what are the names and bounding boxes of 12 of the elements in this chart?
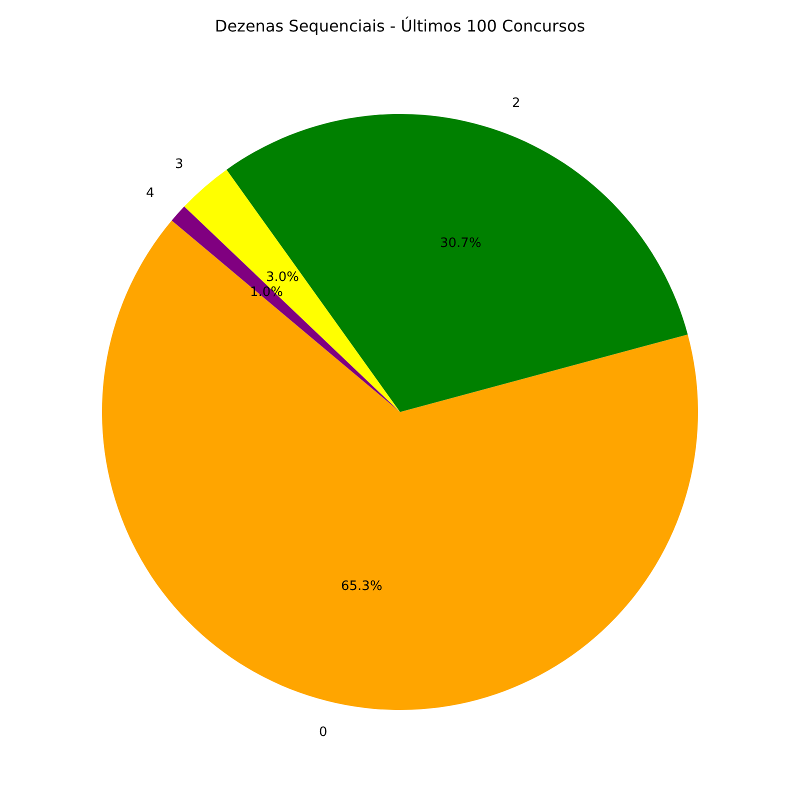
slice-label: 0: [319, 725, 328, 740]
slice-label: 3: [175, 157, 184, 172]
data-label: 3.0%: [266, 270, 300, 285]
data-label: 30.7%: [440, 236, 482, 251]
chart-title: Dezenas Sequenciais - Últimos 100 Concursos: [214, 16, 586, 36]
data-label: 65.3%: [341, 579, 382, 594]
pie-slice: [226, 114, 688, 412]
slice-label: 4: [146, 186, 154, 201]
pie-slice: [102, 220, 698, 710]
pie-slice: [172, 206, 400, 412]
slice-label: 2: [512, 96, 520, 111]
pie-slice: [184, 170, 400, 412]
